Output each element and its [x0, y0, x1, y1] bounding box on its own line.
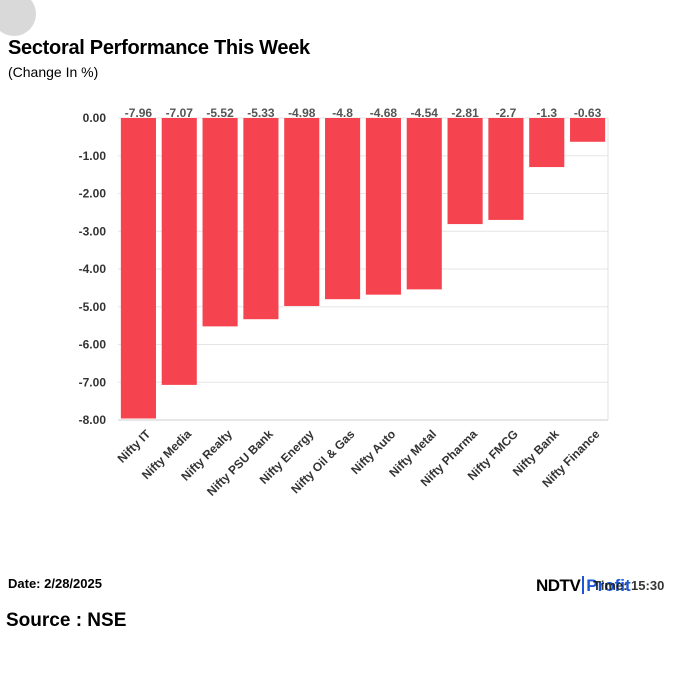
data-label: -4.54: [411, 106, 439, 120]
bar: [447, 118, 483, 225]
bar: [325, 118, 361, 300]
x-tick-label: Nifty IT: [115, 427, 154, 466]
data-label: -2.7: [496, 106, 517, 120]
bar: [120, 118, 156, 419]
data-label: -4.8: [332, 106, 353, 120]
data-label: -5.33: [247, 106, 275, 120]
y-tick-label: -6.00: [79, 338, 107, 352]
bar: [161, 118, 197, 385]
data-label: -1.3: [536, 106, 557, 120]
data-label: -0.63: [574, 106, 602, 120]
y-tick-label: 0.00: [83, 111, 107, 125]
data-label: -4.68: [370, 106, 398, 120]
y-tick-label: -4.00: [79, 262, 107, 276]
time-overlay: Time: 15:30: [593, 578, 665, 593]
data-label: -4.98: [288, 106, 316, 120]
bar: [529, 118, 565, 168]
y-tick-label: -7.00: [79, 375, 107, 389]
y-tick-label: -2.00: [79, 187, 107, 201]
ndtv-profit-logo: NDTV Profit: [536, 576, 668, 598]
data-label: -5.52: [206, 106, 234, 120]
y-tick-label: -8.00: [79, 413, 107, 427]
chart-subtitle: (Change In %): [8, 64, 99, 80]
data-label: -2.81: [451, 106, 479, 120]
bar: [202, 118, 238, 327]
bar: [243, 118, 279, 320]
bar: [406, 118, 442, 290]
logo-profit-text: Profit: [586, 576, 631, 595]
y-tick-label: -1.00: [79, 149, 107, 163]
data-label: -7.07: [166, 106, 194, 120]
bar: [365, 118, 401, 295]
y-tick-label: -3.00: [79, 224, 107, 238]
bar: [488, 118, 524, 220]
chart-title: Sectoral Performance This Week: [8, 37, 310, 59]
bar: [284, 118, 320, 306]
bar-chart: 0.00 -1.00 -2.00 -3.00 -4.00 -5.00 -6.00 -7.00 -…: [79, 106, 609, 499]
bar: [570, 118, 606, 142]
data-label: -7.96: [125, 106, 153, 120]
y-tick-label: -5.00: [79, 300, 107, 314]
date-label: Date: 2/28/2025: [8, 576, 102, 591]
logo-ndtv-text: NDTV: [536, 576, 581, 595]
source-label: Source : NSE: [6, 610, 127, 631]
